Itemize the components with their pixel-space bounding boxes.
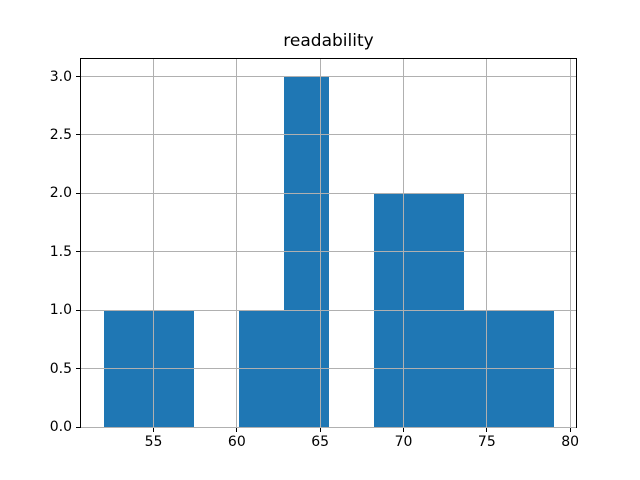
y-tick-mark [76, 368, 80, 370]
gridline [153, 59, 154, 427]
x-tick-mark [319, 428, 321, 432]
y-tick-mark [76, 251, 80, 253]
gridline [81, 368, 576, 370]
x-tick-mark [403, 428, 404, 432]
x-tick-label: 55 [144, 434, 163, 450]
y-tick-label: 1.5 [49, 243, 72, 260]
y-tick-mark [76, 192, 80, 194]
x-tick-label: 65 [311, 434, 330, 450]
gridline [236, 59, 238, 427]
y-tick-mark [76, 309, 80, 311]
x-tick-label: 60 [227, 434, 246, 450]
y-tick-label: 0.0 [49, 419, 72, 435]
x-tick-label: 80 [561, 434, 580, 450]
gridline [319, 59, 321, 427]
gridline [403, 59, 404, 427]
gridline [81, 76, 576, 78]
y-tick-label: 2.0 [49, 185, 72, 202]
gridline [81, 192, 576, 194]
x-tick-mark [153, 428, 154, 432]
gridline [81, 426, 576, 428]
y-tick-label: 2.5 [49, 126, 72, 143]
gridline [81, 251, 576, 253]
y-tick-mark [76, 134, 80, 136]
y-tick-label: 3.0 [49, 68, 72, 85]
y-tick-mark [76, 426, 80, 428]
x-tick-mark [486, 428, 488, 432]
chart-title: readability [283, 31, 374, 51]
y-tick-label: 1.0 [49, 302, 72, 319]
gridline [81, 134, 576, 136]
gridline [486, 59, 488, 427]
x-tick-label: 70 [394, 434, 413, 450]
plot-area [80, 58, 577, 428]
x-tick-mark [569, 428, 571, 432]
x-tick-mark [236, 428, 238, 432]
gridline [81, 309, 576, 311]
gridline [569, 59, 571, 427]
y-tick-label: 0.5 [49, 360, 72, 377]
x-tick-label: 75 [477, 434, 496, 450]
y-tick-mark [76, 76, 80, 78]
